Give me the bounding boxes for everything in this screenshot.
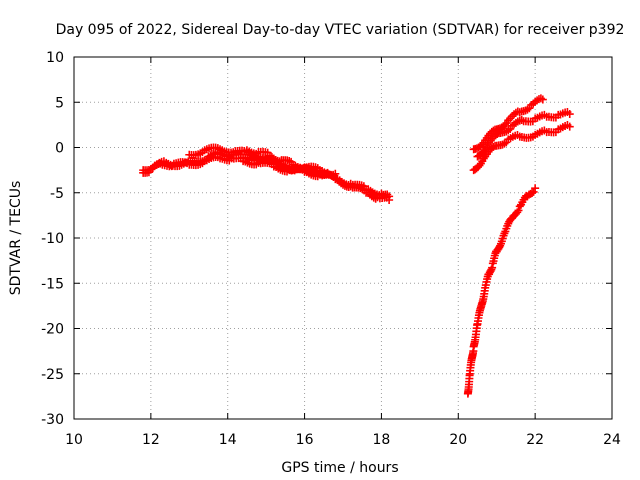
y-tick-label: -25	[41, 367, 64, 383]
x-tick-label: 10	[65, 432, 83, 448]
y-tick-label: 10	[46, 50, 64, 66]
y-tick-label: -15	[41, 276, 64, 292]
x-tick-label: 16	[296, 432, 314, 448]
x-tick-label: 20	[449, 432, 467, 448]
data-point	[495, 243, 504, 252]
y-tick-label: -10	[41, 231, 64, 247]
x-tick-label: 14	[219, 432, 237, 448]
x-tick-label: 24	[603, 432, 621, 448]
x-tick-label: 18	[373, 432, 391, 448]
data-points	[139, 94, 574, 398]
data-point	[515, 202, 524, 211]
y-tick-label: -30	[41, 412, 64, 428]
data-point	[565, 122, 574, 131]
data-point	[500, 139, 509, 148]
x-tick-label: 22	[526, 432, 544, 448]
y-tick-label: -5	[50, 186, 64, 202]
data-point	[538, 95, 547, 104]
x-tick-label: 12	[142, 432, 160, 448]
data-point	[529, 187, 538, 196]
y-tick-label: 0	[55, 141, 64, 157]
y-axis-label: SDTVAR / TECUs	[8, 181, 24, 296]
data-point	[523, 105, 532, 114]
y-tick-label: -20	[41, 322, 64, 338]
data-point	[331, 169, 340, 178]
data-point	[285, 156, 294, 165]
data-point	[565, 110, 574, 119]
data-point	[514, 206, 523, 215]
grid-lines	[74, 57, 612, 419]
axis-ticks: 10 12 14 16 18 20 22 24 -30 -25 -20 -15 -10 -5 0 5 10	[41, 50, 621, 448]
data-point	[528, 189, 537, 198]
y-tick-label: 5	[55, 95, 64, 111]
data-point	[385, 195, 394, 204]
data-point	[531, 184, 540, 193]
chart-title: Day 095 of 2022, Sidereal Day-to-day VTE…	[56, 22, 625, 38]
x-axis-label: GPS time / hours	[281, 460, 398, 476]
